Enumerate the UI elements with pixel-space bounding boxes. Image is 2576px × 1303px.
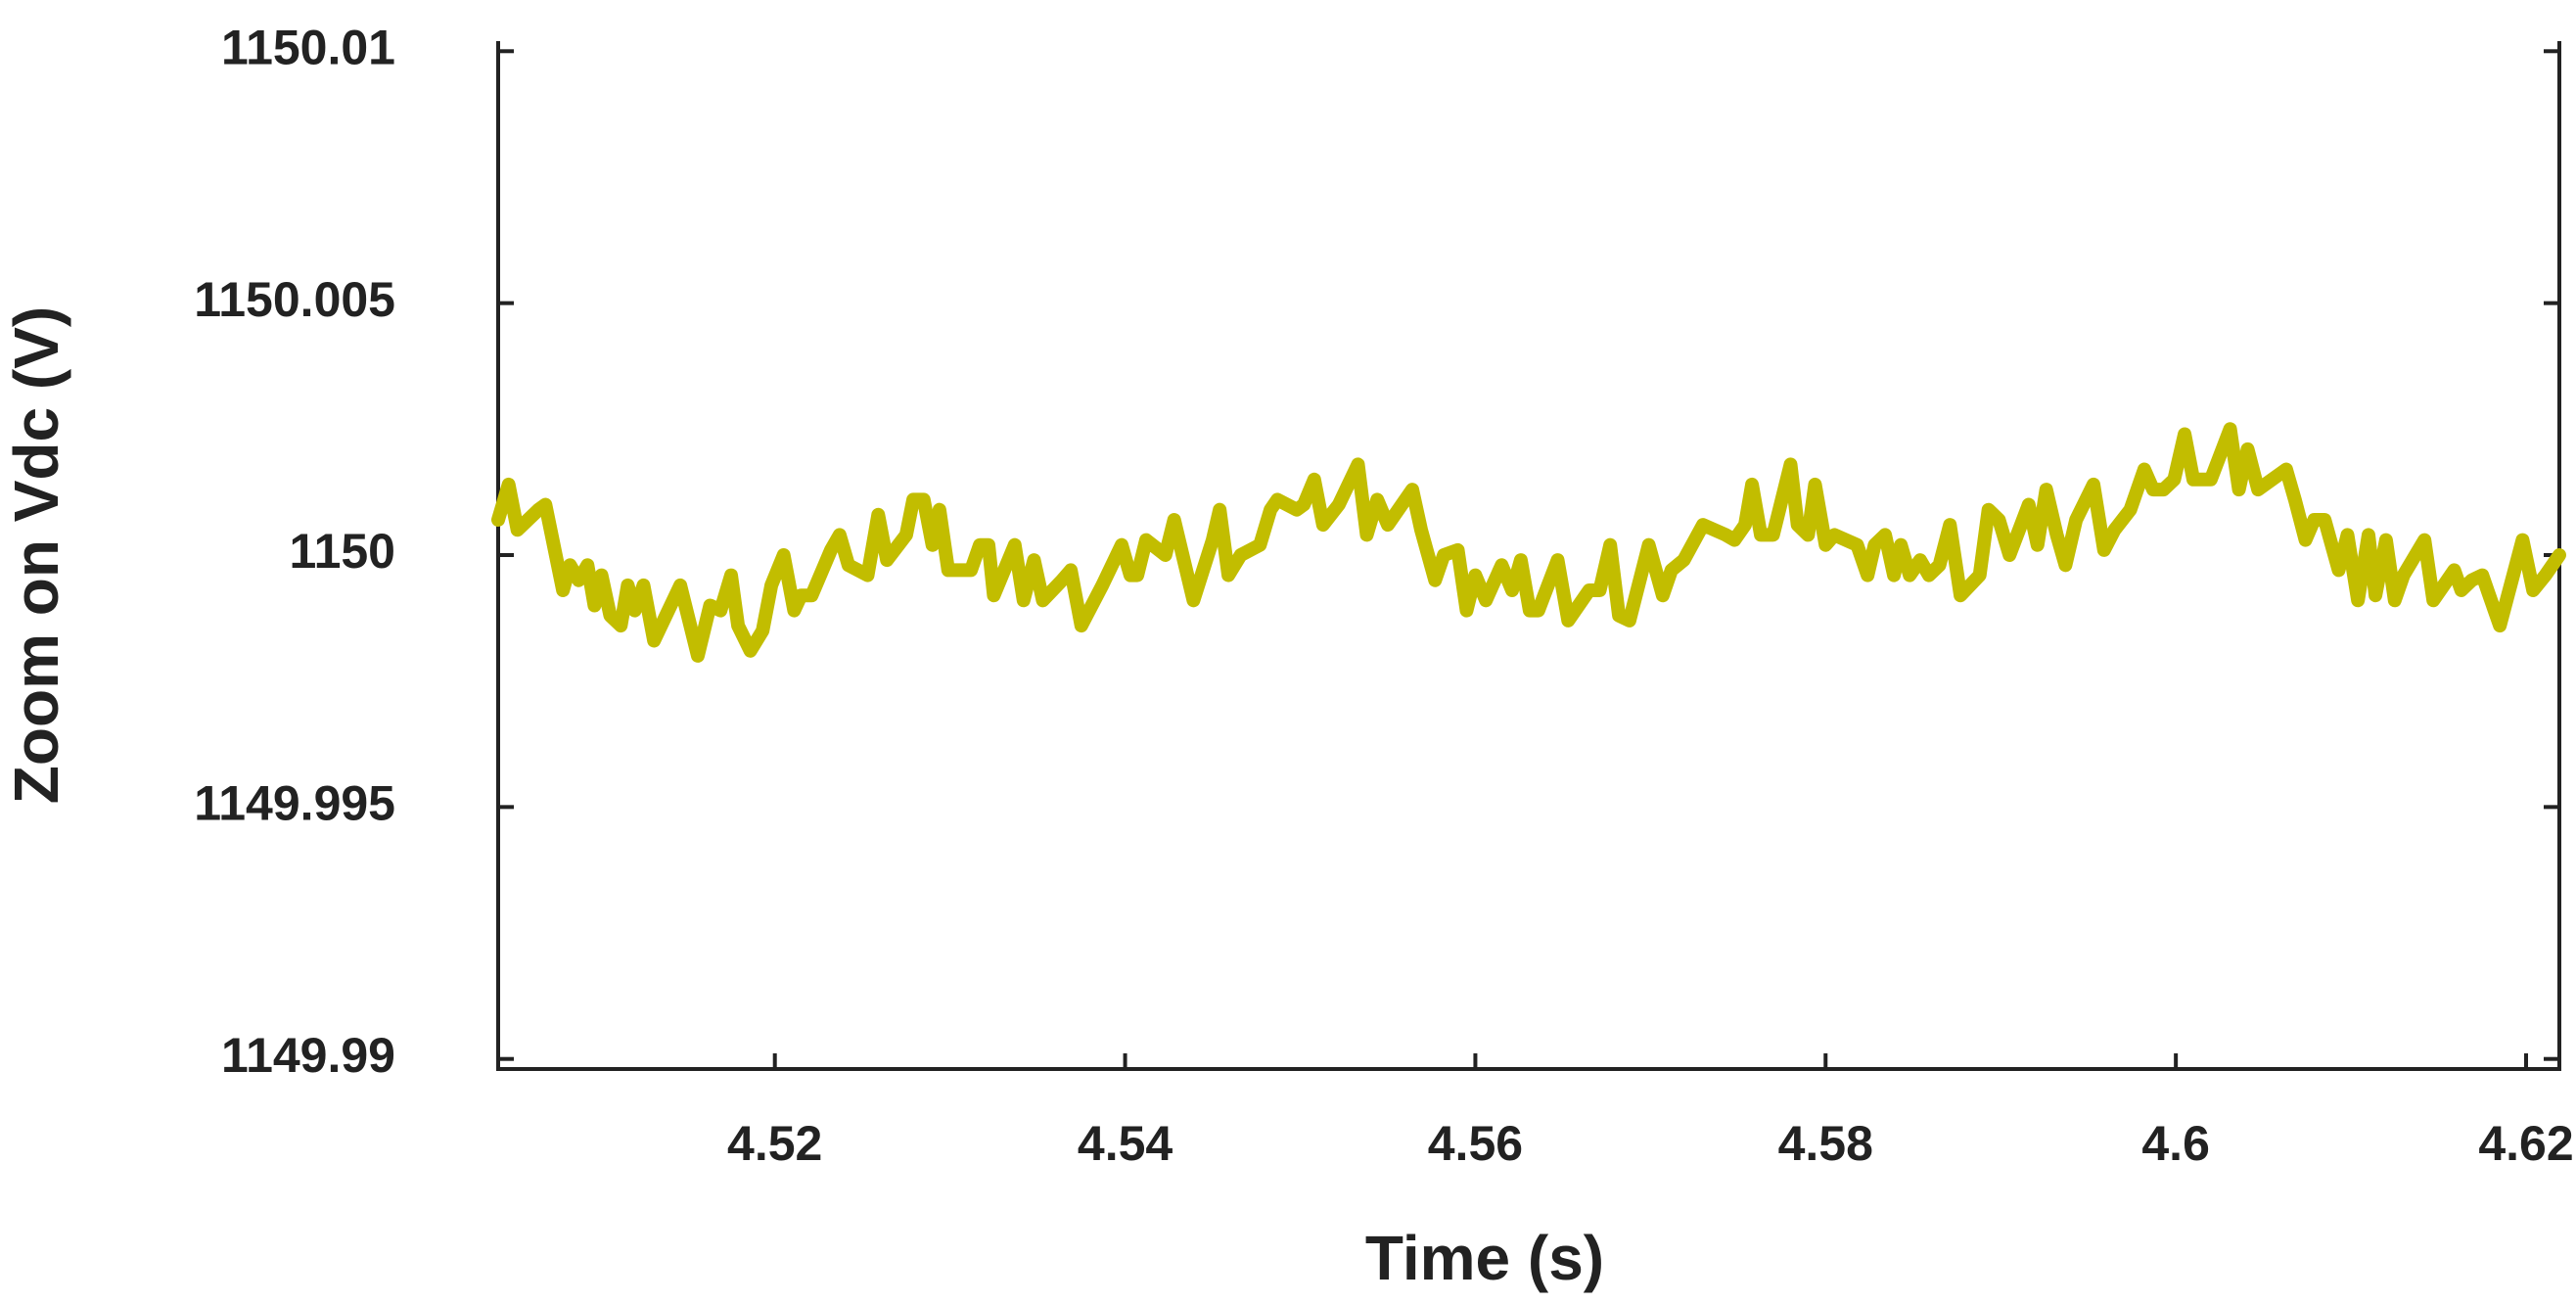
y-tick-label: 1150.005	[194, 272, 395, 327]
x-axis-title: Time (s)	[1365, 1223, 1604, 1293]
data-line	[491, 422, 2566, 663]
x-tick-label: 4.58	[1778, 1116, 1873, 1171]
x-tick-label: 4.52	[727, 1116, 822, 1171]
y-axis-title: Zoom on Vdc (V)	[1, 306, 71, 804]
y-tick-label: 1150	[290, 524, 395, 579]
x-tick-label: 4.56	[1428, 1116, 1523, 1171]
y-tick-label: 1149.99	[221, 1028, 395, 1083]
x-tick-label: 4.62	[2478, 1116, 2573, 1171]
y-tick-label: 1150.01	[221, 20, 395, 74]
x-tick-label: 4.54	[1078, 1116, 1173, 1171]
x-tick-label: 4.6	[2141, 1116, 2210, 1171]
y-tick-label: 1149.995	[194, 776, 395, 831]
